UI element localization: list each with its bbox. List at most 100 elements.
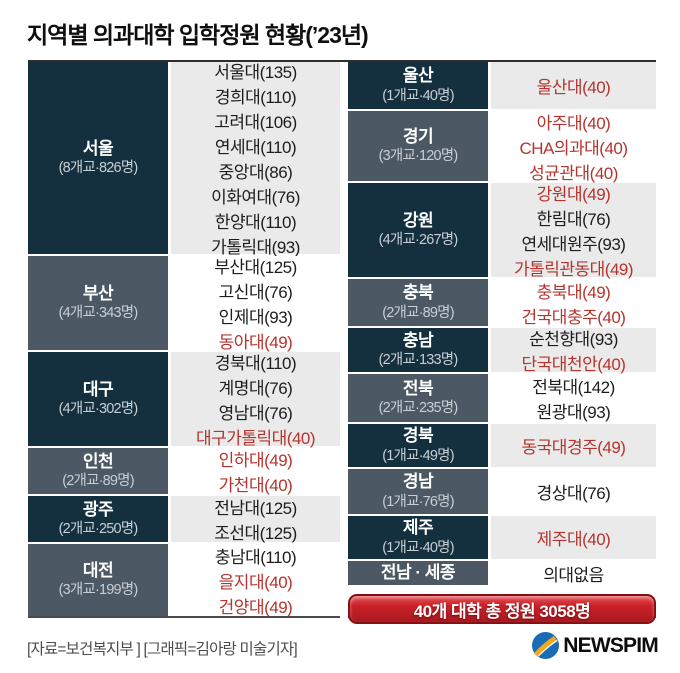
university-item: 제주대(40) (536, 530, 611, 549)
university-item: 충북대(49) (536, 282, 611, 302)
region-caption: (4개교·343명) (58, 305, 139, 322)
region-header: 제주 (1개교·40명) (348, 516, 488, 559)
region-block-gyeongbuk: 경북 (1개교·49명) 동국대경주(49) (348, 422, 656, 467)
university-item: 경희대(110) (214, 88, 297, 107)
region-header: 전남 · 세종 (348, 561, 488, 585)
region-block-chungnam: 충남 (2개교·133명) 순천향대(93) 단국대천안(40) (348, 326, 656, 374)
region-block-incheon: 인천 (2개교·89명) 인하대(49) 가천대(40) (28, 446, 340, 495)
region-caption: (2개교·250명) (58, 521, 139, 538)
region-name: 서울 (82, 138, 114, 158)
region-name: 경북 (402, 426, 434, 446)
region-block-seoul: 서울 (8개교·826명) 서울대(135) 경희대(110) 고려대(106)… (28, 62, 340, 257)
university-item: 성균관대(40) (529, 163, 618, 183)
university-item: 고신대(76) (218, 283, 293, 302)
region-name: 강원 (402, 210, 434, 230)
university-item: 대구가톨릭대(40) (195, 429, 316, 448)
university-item: 계명대(76) (218, 379, 293, 398)
region-caption: (2개교·133명) (378, 352, 459, 369)
region-block-gwangju: 광주 (2개교·250명) 전남대(125) 조선대(125) (28, 494, 340, 543)
university-item: 한양대(110) (214, 213, 297, 232)
right-table: 울산 (1개교·40명) 울산대(40) 경기 (3개교·120명) 아주대(4… (348, 62, 656, 618)
university-list: 의대없음 (491, 561, 656, 585)
page-title: 지역별 의과대학 입학정원 현황(’23년) (27, 22, 369, 48)
university-list: 전남대(125) 조선대(125) (171, 496, 340, 543)
university-item: 조선대(125) (214, 524, 297, 543)
total-badge: 40개 대학 총 정원 3058명 (348, 594, 656, 624)
university-list: 충북대(49) 건국대충주(40) (491, 279, 656, 327)
region-name: 인천 (82, 451, 114, 471)
region-block-gangwon: 강원 (4개교·267명) 강원대(49) 한림대(76) 연세대원주(93) … (348, 181, 656, 279)
region-block-jeju: 제주 (1개교·40명) 제주대(40) (348, 514, 656, 559)
region-header: 대구 (4개교·302명) (28, 352, 168, 446)
university-list: 경상대(76) (491, 469, 656, 514)
newspim-logo: NEWSPIM (532, 632, 659, 659)
region-header: 인천 (2개교·89명) (28, 448, 168, 494)
region-header: 서울 (8개교·826명) (28, 62, 168, 254)
region-caption: (8개교·826명) (58, 160, 139, 177)
region-header: 울산 (1개교·40명) (348, 62, 488, 109)
region-header: 대전 (3개교·199명) (28, 544, 168, 616)
region-header: 충북 (2개교·89명) (348, 279, 488, 326)
region-block-busan: 부산 (4개교·343명) 부산대(125) 고신대(76) 인제대(93) 동… (28, 254, 340, 352)
university-item: 연세대(110) (214, 138, 297, 157)
source-credit: [자료=보건복지부 ] [그래픽=김아랑 미술기자] (27, 641, 298, 658)
region-caption: (1개교·40명) (382, 87, 454, 104)
university-item: 경북대(110) (214, 354, 297, 373)
newspim-icon (532, 632, 560, 659)
region-header: 부산 (4개교·343명) (28, 256, 168, 350)
region-header: 광주 (2개교·250명) (28, 496, 168, 542)
university-list: 서울대(135) 경희대(110) 고려대(106) 연세대(110) 중앙대(… (171, 62, 340, 257)
region-block-daejeon: 대전 (3개교·199명) 충남대(110) 을지대(40) 건양대(49) (28, 542, 340, 617)
university-item: 의대없음 (543, 565, 604, 585)
university-list: 경북대(110) 계명대(76) 영남대(76) 대구가톨릭대(40) (171, 352, 340, 448)
university-item: 건양대(49) (218, 597, 293, 617)
region-name: 광주 (82, 499, 114, 519)
region-name: 경기 (402, 126, 434, 146)
region-block-chungbuk: 충북 (2개교·89명) 충북대(49) 건국대충주(40) (348, 277, 656, 327)
university-item: CHA의과대(40) (519, 138, 628, 158)
region-block-gyeongnam: 경남 (1개교·76명) 경상대(76) (348, 467, 656, 514)
region-header: 강원 (4개교·267명) (348, 183, 488, 277)
university-item: 전남대(125) (214, 499, 297, 518)
university-item: 전북대(142) (532, 378, 615, 397)
region-block-gyeonggi: 경기 (3개교·120명) 아주대(40) CHA의과대(40) 성균관대(40… (348, 109, 656, 183)
region-caption: (4개교·267명) (378, 232, 459, 249)
region-header: 경남 (1개교·76명) (348, 469, 488, 514)
region-block-daegu: 대구 (4개교·302명) 경북대(110) 계명대(76) 영남대(76) 대… (28, 350, 340, 448)
university-list: 부산대(125) 고신대(76) 인제대(93) 동아대(49) (171, 256, 340, 352)
university-list: 전북대(142) 원광대(93) (491, 374, 656, 422)
region-name: 전남 · 세종 (380, 563, 456, 583)
university-item: 서울대(135) (214, 63, 297, 82)
university-item: 순천향대(93) (529, 330, 618, 349)
left-table: 서울 (8개교·826명) 서울대(135) 경희대(110) 고려대(106)… (28, 62, 340, 618)
region-name: 부산 (82, 283, 114, 303)
university-item: 부산대(125) (214, 258, 297, 277)
region-caption: (2개교·235명) (378, 400, 459, 417)
region-header: 전북 (2개교·235명) (348, 374, 488, 422)
region-name: 충남 (402, 330, 434, 350)
university-item: 연세대원주(93) (521, 235, 626, 254)
university-list: 제주대(40) (491, 516, 656, 559)
university-item: 가천대(40) (218, 476, 293, 495)
region-name: 대구 (82, 379, 114, 399)
university-item: 건국대충주(40) (521, 307, 626, 327)
region-header: 경기 (3개교·120명) (348, 111, 488, 181)
region-caption: (4개교·302명) (58, 401, 139, 418)
tables-container: 서울 (8개교·826명) 서울대(135) 경희대(110) 고려대(106)… (28, 60, 656, 618)
university-item: 단국대천안(40) (521, 355, 626, 374)
university-item: 중앙대(86) (218, 163, 293, 182)
region-name: 경남 (402, 472, 434, 492)
region-header: 경북 (1개교·49명) (348, 424, 488, 467)
university-list: 강원대(49) 한림대(76) 연세대원주(93) 가톨릭관동대(49) (491, 183, 656, 279)
university-item: 인하대(49) (218, 451, 293, 470)
university-item: 아주대(40) (536, 113, 611, 133)
newspim-logo-text: NEWSPIM (563, 633, 659, 657)
region-caption: (2개교·89명) (62, 473, 134, 490)
region-name: 충북 (402, 283, 434, 303)
region-caption: (2개교·89명) (382, 304, 454, 321)
region-name: 대전 (82, 560, 114, 580)
region-caption: (3개교·120명) (378, 148, 459, 165)
university-item: 가톨릭관동대(49) (513, 260, 634, 279)
university-item: 경상대(76) (536, 484, 611, 503)
university-item: 영남대(76) (218, 404, 293, 423)
